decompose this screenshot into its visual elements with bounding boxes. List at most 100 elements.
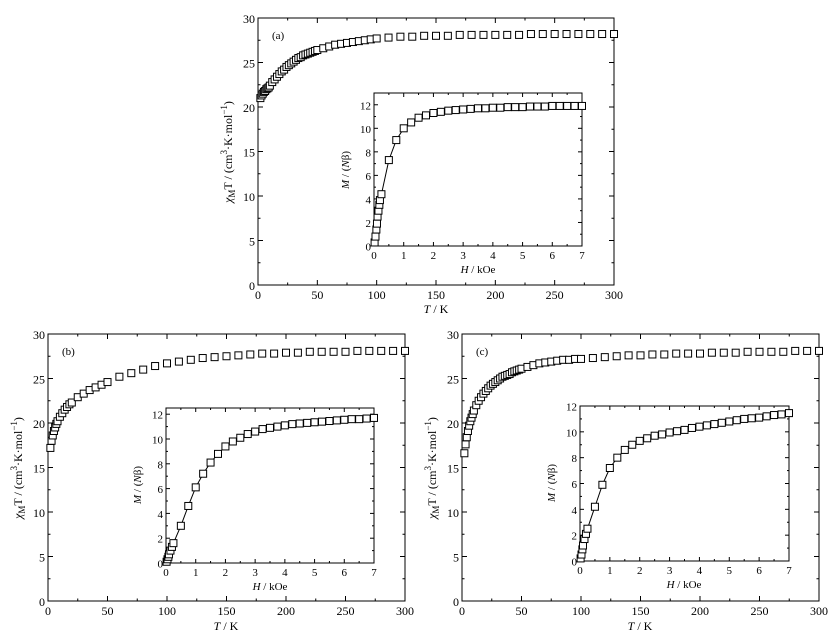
- panel-b-y-tick-label: 30: [33, 328, 45, 342]
- panel-b-data-point: [317, 347, 326, 356]
- panel-a-inset-y-axis-label: M / (Nβ): [340, 151, 352, 190]
- panel-b-data-point: [329, 347, 338, 356]
- panel-b-y-tick-label: 0: [39, 595, 45, 609]
- panel-a-inset-x-tick-label: 3: [460, 250, 466, 262]
- panel-a-inset-x-axis-label: H / kOe: [460, 264, 496, 276]
- panel-c-inset-x-tick-label: 5: [727, 565, 733, 577]
- panel-b-x-axis-label: T / K: [214, 619, 239, 633]
- panel-c-data-point: [612, 352, 621, 361]
- panel-c-inset-x-tick-label: 0: [577, 565, 583, 577]
- panel-b-data-point: [341, 347, 350, 356]
- panel-c-inset-data-point: [598, 480, 607, 489]
- panel-a-inset-data-point: [511, 103, 520, 112]
- panel-a-inset-data-point: [578, 101, 586, 110]
- panel-c-data-point: [743, 347, 752, 356]
- panel-c-inset-data-point: [650, 431, 659, 440]
- panel-b-data-point: [67, 398, 76, 407]
- panel-b-inset-data-point: [191, 483, 200, 492]
- panel-a-data-point: [610, 30, 618, 39]
- panel-c-inset-data-point: [725, 417, 734, 426]
- panel-b-inset-x-tick-label: 2: [223, 567, 229, 579]
- panel-b-inset-data-point: [221, 442, 230, 451]
- panel-c-inset-data-point: [620, 445, 629, 454]
- panel-c-data-point: [588, 354, 597, 363]
- panel-a-inset-data-point: [422, 111, 430, 120]
- panel-c-data-point: [803, 346, 812, 355]
- panel-c-data-point: [600, 353, 609, 362]
- panel-a-data-point: [443, 31, 452, 40]
- panel-b-data-point: [151, 362, 160, 371]
- panel-b-inset-x-axis-label: H / kOe: [252, 581, 288, 593]
- panel-b-inset-data-point: [169, 539, 178, 548]
- panel-a-data-point: [562, 30, 571, 39]
- panel-b-data-point: [293, 348, 302, 357]
- panel-a-inset-data-point: [496, 103, 505, 112]
- panel-b-data-point: [258, 349, 267, 358]
- panel-c-data-point: [791, 346, 800, 355]
- panel-b-inset-y-tick-label: 6: [158, 484, 164, 496]
- panel-c-inset-y-axis-label: M / (Nβ): [546, 464, 558, 503]
- panel-b-inset-data-point: [176, 521, 185, 530]
- panel-a-inset-y-tick-label: 8: [366, 147, 372, 159]
- panel-b-inset-data-point: [214, 449, 222, 458]
- panel-c-inset-data-point: [687, 423, 696, 432]
- panel-c-x-tick-label: 300: [810, 604, 828, 618]
- panel-c-data-point: [672, 349, 681, 358]
- panel-b-inset-x-tick-label: 6: [342, 567, 348, 579]
- panel-a-label: (a): [272, 30, 285, 42]
- panel-a-data-point: [503, 30, 512, 39]
- panel-a-data-point: [598, 30, 607, 39]
- panel-a-inset-data-point: [392, 136, 401, 145]
- panel-b-inset-data-point: [273, 422, 282, 431]
- panel-a-data-point: [515, 30, 524, 39]
- panel-a-x-tick-label: 0: [255, 288, 261, 302]
- panel-a-inset-y-tick-label: 10: [360, 124, 372, 136]
- panel-c-inset-data-point: [590, 502, 599, 511]
- panel-c-y-tick-label: 15: [447, 462, 459, 476]
- panel-c-inset-data-point: [583, 524, 592, 533]
- panel-a-inset-data-point: [459, 105, 468, 114]
- panel-a-x-tick-label: 250: [546, 288, 564, 302]
- panel-c-inset-data-point: [605, 464, 614, 472]
- panel-b-data-point: [127, 369, 136, 378]
- panel-b-x-tick-label: 0: [45, 604, 51, 618]
- panel-a-y-tick-label: 15: [243, 146, 255, 160]
- panel-b-inset-y-tick-label: 10: [152, 435, 164, 447]
- panel-a-data-point: [420, 31, 429, 40]
- panel-a-data-point: [432, 31, 440, 40]
- panel-a-x-tick-label: 100: [368, 288, 386, 302]
- panel-a-inset-data-point: [429, 109, 438, 118]
- panel-c-inset-data-point: [628, 440, 637, 449]
- panel-c-x-tick-label: 150: [632, 604, 650, 618]
- panel-c-data-point: [815, 346, 823, 355]
- panel-c-y-axis-label: χMT / (cm3·K·mol−1): [423, 417, 441, 520]
- panel-b-inset-data-point: [206, 458, 215, 467]
- panel-c-inset-data-point: [673, 427, 682, 436]
- panel-c-inset-x-tick-label: 2: [637, 565, 643, 577]
- panel-a-y-tick-label: 30: [243, 12, 255, 26]
- panel-b-y-tick-label: 15: [33, 462, 45, 476]
- panel-b-x-tick-label: 200: [277, 604, 295, 618]
- panel-a-inset-data-point: [533, 102, 542, 111]
- panel-b-label: (b): [62, 346, 75, 358]
- panel-a-x-tick-label: 300: [605, 288, 623, 302]
- panel-b-y-tick-label: 25: [33, 373, 45, 387]
- panel-a-y-axis-label: χMT / (cm3·K·mol−1): [219, 101, 237, 204]
- panel-c-inset-data-point: [762, 412, 771, 421]
- panel-b-x-tick-label: 50: [102, 604, 114, 618]
- panel-b-inset-data-point: [347, 415, 356, 424]
- panel-a-inset-y-tick-label: 12: [360, 100, 371, 112]
- panel-a-inset-data-point: [503, 103, 512, 112]
- panel-b-inset-data-point: [288, 420, 297, 429]
- panel-a-data-point: [574, 30, 583, 39]
- panel-a-inset-data-point: [540, 102, 549, 111]
- panel-a-inset-data-point: [414, 113, 423, 122]
- panel-a-inset-data-point: [372, 219, 381, 228]
- panel-a-inset-x-tick-label: 2: [431, 250, 437, 262]
- panel-a-inset-data-point: [570, 101, 579, 110]
- panel-c-inset-y-tick-label: 8: [572, 453, 578, 465]
